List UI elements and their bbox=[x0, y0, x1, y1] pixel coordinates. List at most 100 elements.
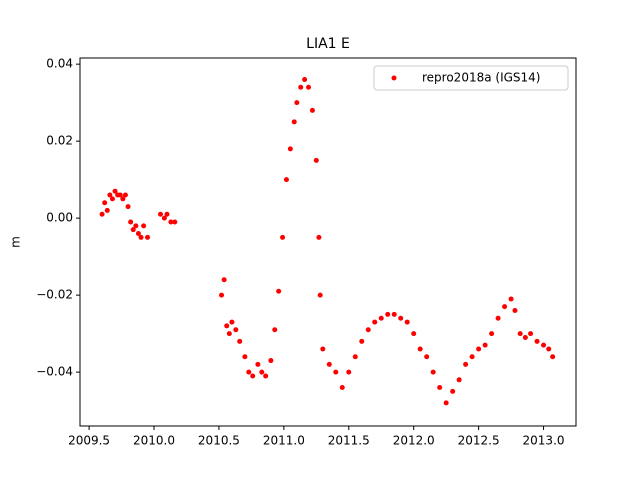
data-point bbox=[316, 234, 322, 240]
data-point bbox=[502, 304, 508, 310]
axes-frame bbox=[79, 57, 577, 427]
data-point bbox=[417, 346, 423, 352]
x-tick-label: 2012.0 bbox=[393, 434, 435, 448]
data-point bbox=[233, 327, 239, 333]
y-tick-label: −0.02 bbox=[36, 288, 73, 302]
data-point bbox=[391, 311, 397, 317]
data-point bbox=[437, 385, 443, 391]
data-point bbox=[385, 311, 391, 317]
data-point bbox=[161, 215, 167, 221]
data-point bbox=[512, 308, 518, 314]
data-point bbox=[546, 346, 552, 352]
data-point bbox=[237, 338, 243, 344]
data-point bbox=[306, 84, 312, 90]
legend-marker bbox=[391, 75, 397, 81]
data-point bbox=[246, 369, 252, 375]
data-point bbox=[138, 234, 144, 240]
data-point bbox=[294, 100, 300, 106]
data-point bbox=[430, 369, 436, 375]
data-point bbox=[117, 192, 123, 198]
data-point bbox=[172, 219, 178, 225]
data-point bbox=[372, 319, 378, 325]
data-point bbox=[309, 107, 315, 113]
x-tick-label: 2010.0 bbox=[133, 434, 175, 448]
data-point bbox=[268, 358, 274, 364]
data-point bbox=[120, 196, 126, 202]
data-point bbox=[158, 211, 164, 217]
data-point bbox=[99, 211, 105, 217]
data-point bbox=[128, 219, 134, 225]
data-point bbox=[346, 369, 352, 375]
data-point bbox=[443, 400, 449, 406]
data-point bbox=[130, 227, 136, 233]
data-point bbox=[287, 146, 293, 152]
data-point bbox=[263, 373, 269, 379]
x-tick-label: 2011.5 bbox=[328, 434, 370, 448]
y-tick-label: 0.00 bbox=[46, 211, 73, 225]
data-point bbox=[365, 327, 371, 333]
data-point bbox=[424, 354, 430, 360]
data-point bbox=[255, 361, 261, 367]
data-point bbox=[125, 204, 131, 210]
legend-box bbox=[373, 65, 569, 91]
data-point bbox=[476, 346, 482, 352]
data-point bbox=[224, 323, 230, 329]
data-point bbox=[298, 84, 304, 90]
data-point bbox=[145, 234, 151, 240]
data-point bbox=[229, 319, 235, 325]
data-point bbox=[320, 346, 326, 352]
data-point bbox=[250, 373, 256, 379]
data-point bbox=[411, 331, 417, 337]
data-point bbox=[450, 388, 456, 394]
data-point bbox=[508, 296, 514, 302]
data-point bbox=[122, 192, 128, 198]
data-point bbox=[276, 288, 282, 294]
data-point bbox=[259, 369, 265, 375]
data-point bbox=[489, 331, 495, 337]
y-tick-label: 0.02 bbox=[46, 134, 73, 148]
data-point bbox=[291, 119, 297, 125]
data-point bbox=[482, 342, 488, 348]
chart-title: LIA1 E bbox=[306, 36, 350, 52]
data-point bbox=[326, 361, 332, 367]
data-point bbox=[469, 354, 475, 360]
data-point bbox=[333, 369, 339, 375]
data-point bbox=[517, 331, 523, 337]
data-point bbox=[378, 315, 384, 321]
legend-label: repro2018a (IGS14) bbox=[422, 71, 540, 85]
data-point bbox=[456, 377, 462, 383]
x-tick-label: 2009.5 bbox=[68, 434, 110, 448]
data-point bbox=[104, 207, 110, 213]
data-point bbox=[112, 188, 118, 194]
data-point bbox=[528, 331, 534, 337]
data-point bbox=[352, 354, 358, 360]
data-point bbox=[221, 277, 227, 283]
data-point bbox=[168, 219, 174, 225]
data-point bbox=[272, 327, 278, 333]
data-point bbox=[339, 385, 345, 391]
data-point bbox=[141, 223, 147, 229]
data-point bbox=[495, 315, 501, 321]
data-point bbox=[463, 361, 469, 367]
x-tick-label: 2012.5 bbox=[458, 434, 500, 448]
data-point bbox=[534, 338, 540, 344]
data-point bbox=[283, 177, 289, 183]
data-point bbox=[107, 192, 113, 198]
data-point bbox=[164, 211, 170, 217]
data-point bbox=[522, 334, 528, 340]
data-point bbox=[226, 331, 232, 337]
data-point bbox=[242, 354, 248, 360]
data-point bbox=[302, 77, 308, 83]
data-point bbox=[550, 354, 556, 360]
data-point bbox=[102, 200, 108, 206]
y-tick-label: −0.04 bbox=[36, 365, 73, 379]
data-point bbox=[219, 292, 225, 298]
data-point bbox=[317, 292, 323, 298]
x-tick-label: 2013.0 bbox=[523, 434, 565, 448]
data-point bbox=[541, 342, 547, 348]
data-point bbox=[313, 157, 319, 163]
y-tick-label: 0.04 bbox=[46, 57, 73, 71]
data-point bbox=[135, 231, 141, 237]
data-point bbox=[280, 234, 286, 240]
